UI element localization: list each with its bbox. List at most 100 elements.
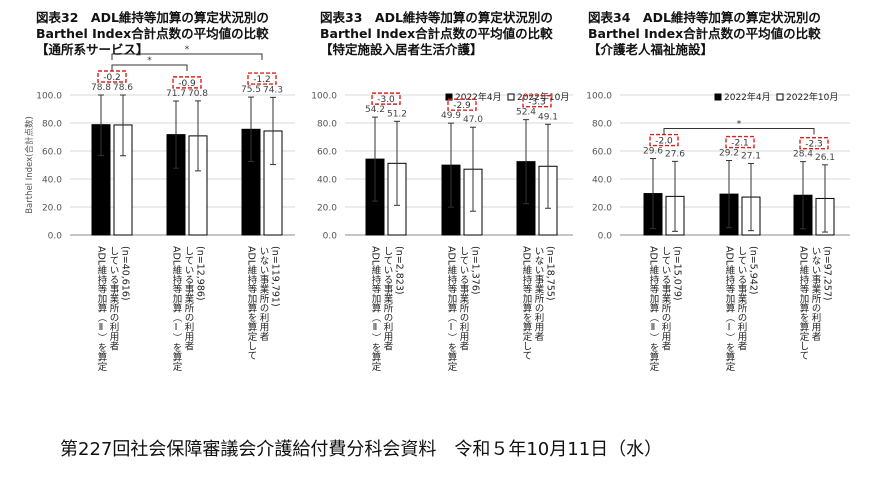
- panel-2-title: 図表33 ADL維持等加算の算定状況別の Barthel Index合計点数の平…: [320, 10, 553, 58]
- category-label: (n=97,257): [822, 246, 833, 301]
- category-label: ADL維持等加算を算定して: [246, 246, 258, 360]
- y-tick-label: 40.0: [317, 176, 337, 186]
- legend-label-october: 2022年10月: [517, 91, 569, 103]
- category-label: (n=40,616): [120, 246, 131, 301]
- difference-badge: [371, 92, 401, 105]
- category-label: いない事業所の利用者: [810, 246, 822, 342]
- y-tick-label: 80.0: [317, 120, 337, 130]
- category-label: している事業所の利用者: [183, 246, 195, 351]
- legend-swatch-april: [714, 93, 722, 101]
- panel-3-title-line: 図表34 ADL維持等加算の算定状況別の: [588, 10, 821, 25]
- legend-swatch-october: [776, 93, 784, 101]
- difference-label: -2.1: [731, 139, 749, 149]
- legend-swatch-april: [445, 93, 453, 101]
- data-label-october: 74.3: [263, 85, 283, 95]
- y-axis-label: Barthel Index(合計点数): [24, 116, 35, 214]
- category-label: ADL維持等加算（Ⅱ）を算定: [370, 246, 382, 372]
- data-label-october: 51.2: [387, 109, 407, 119]
- difference-label: -0.2: [103, 73, 121, 83]
- category-label: ADL維持等加算（Ⅱ）を算定: [96, 246, 108, 372]
- data-label-october: 49.1: [538, 112, 558, 122]
- data-label-april: 28.4: [793, 150, 813, 160]
- difference-badge: [725, 135, 755, 149]
- significance-mark: *: [185, 45, 190, 55]
- legend-label-april: 2022年4月: [455, 91, 502, 103]
- category-label: (n=2,823): [394, 246, 405, 295]
- significance-bracket: [663, 128, 815, 135]
- category-label: (n=1,376): [470, 246, 481, 295]
- data-label-october: 70.8: [188, 89, 208, 99]
- category-label: している事業所の利用者: [736, 246, 748, 351]
- difference-badge: [447, 98, 477, 111]
- difference-label: -2.0: [655, 137, 673, 147]
- data-label-april: 71.7: [166, 89, 186, 99]
- category-label: (n=5,942): [748, 246, 759, 295]
- y-tick-label: 20.0: [317, 204, 337, 214]
- y-tick-label: 0.0: [323, 232, 338, 242]
- data-label-october: 26.1: [815, 153, 835, 163]
- category-label: している事業所の利用者: [108, 246, 120, 351]
- category-label: ADL維持等加算（Ⅰ）を算定: [724, 246, 736, 372]
- category-label: している事業所の利用者: [382, 246, 394, 351]
- y-tick-label: 100.0: [311, 92, 337, 102]
- significance-mark: *: [737, 120, 742, 130]
- category-label: ADL維持等加算（Ⅱ）を算定: [648, 246, 660, 372]
- category-label: ADL維持等加算を算定して: [521, 246, 533, 360]
- category-label: ADL維持等加算（Ⅰ）を算定: [446, 246, 458, 372]
- panel-1-title: 図表32 ADL維持等加算の算定状況別の Barthel Index合計点数の平…: [36, 10, 269, 58]
- difference-badge: [522, 94, 552, 108]
- significance-bracket: [111, 64, 188, 71]
- panel-3-title: 図表34 ADL維持等加算の算定状況別の Barthel Index合計点数の平…: [588, 10, 821, 58]
- category-label: いない事業所の利用者: [533, 246, 545, 342]
- panel-2-title-line: 図表33 ADL維持等加算の算定状況別の: [320, 10, 553, 25]
- category-label: いない事業所の利用者: [258, 246, 270, 342]
- difference-label: -3.0: [377, 95, 395, 105]
- category-label: (n=15,079): [672, 246, 683, 301]
- difference-label: -2.3: [805, 140, 823, 150]
- y-tick-label: 60.0: [317, 148, 337, 158]
- y-tick-label: 80.0: [592, 120, 612, 130]
- y-tick-label: 100.0: [36, 92, 62, 102]
- data-label-april: 52.4: [516, 108, 536, 118]
- panel-1-title-line: Barthel Index合計点数の平均値の比較: [36, 26, 269, 41]
- y-tick-label: 0.0: [48, 232, 63, 242]
- panel-1-title-line: 図表32 ADL維持等加算の算定状況別の: [36, 10, 269, 25]
- panel-2-title-line: Barthel Index合計点数の平均値の比較: [320, 26, 553, 41]
- panel-1-title-line: 【通所系サービス】: [36, 42, 149, 57]
- category-label: している事業所の利用者: [458, 246, 470, 351]
- category-label: (n=12,986): [195, 246, 206, 301]
- difference-label: -3.3: [528, 98, 546, 108]
- category-label: ADL維持等加算（Ⅰ）を算定: [171, 246, 183, 372]
- significance-mark: *: [147, 56, 152, 66]
- difference-label: -0.9: [178, 79, 196, 89]
- panel-3-title-line: 【介護老人福祉施設】: [588, 42, 714, 57]
- data-label-october: 78.6: [113, 83, 133, 93]
- data-label-april: 75.5: [241, 85, 261, 95]
- difference-badge: [799, 136, 829, 150]
- data-label-april: 49.9: [441, 111, 461, 121]
- footer-source: 第227回社会保障審議会介護給付費分科会資料 令和５年10月11日（水）: [60, 439, 663, 460]
- difference-badge: [172, 76, 202, 89]
- data-label-october: 27.6: [665, 149, 685, 159]
- y-tick-label: 60.0: [592, 148, 612, 158]
- data-label-april: 54.2: [365, 105, 385, 115]
- significance-bracket: [111, 53, 263, 60]
- category-label: (n=119,791): [270, 246, 281, 307]
- y-tick-label: 40.0: [592, 176, 612, 186]
- difference-badge: [247, 72, 277, 85]
- difference-label: -2.9: [453, 101, 471, 111]
- y-tick-label: 40.0: [42, 176, 62, 186]
- y-tick-label: 80.0: [42, 120, 62, 130]
- difference-label: -1.2: [253, 75, 271, 85]
- panel-2-title-line: 【特定施設入居者生活介護】: [320, 42, 483, 57]
- category-label: (n=18,755): [545, 246, 556, 301]
- legend-label-april: 2022年4月: [724, 91, 771, 103]
- y-tick-label: 0.0: [598, 232, 613, 242]
- category-label: ADL維持等加算を算定して: [798, 246, 810, 360]
- category-label: している事業所の利用者: [660, 246, 672, 351]
- data-label-october: 47.0: [463, 115, 483, 125]
- y-tick-label: 60.0: [42, 148, 62, 158]
- data-label-april: 29.6: [643, 147, 663, 157]
